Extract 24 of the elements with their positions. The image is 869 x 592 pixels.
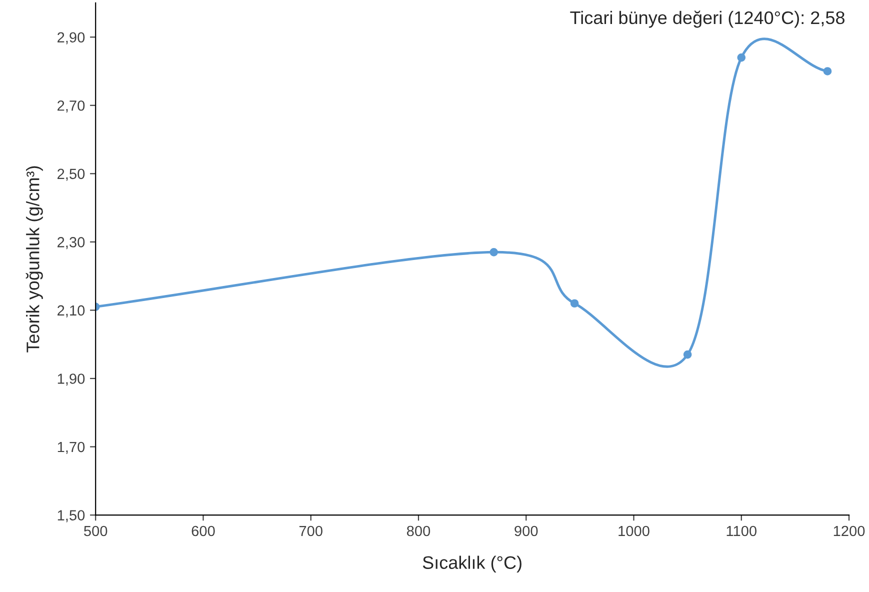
point xyxy=(823,67,832,76)
y-tick-label: 1,50 xyxy=(58,510,85,522)
x-tick-label: 1200 xyxy=(834,526,865,536)
point xyxy=(490,248,498,256)
x-tick-label: 1100 xyxy=(726,526,756,536)
point xyxy=(737,53,746,62)
y-tick-label: 1,90 xyxy=(58,374,85,386)
point xyxy=(683,350,692,359)
x-tick-label: 900 xyxy=(514,526,538,536)
y-tick-label: 2,90 xyxy=(58,32,85,44)
y-tick-label: 2,10 xyxy=(58,305,85,318)
x-tick-label: 700 xyxy=(299,526,322,536)
y-tick-label: 1,70 xyxy=(58,442,85,454)
x-tick-label: 800 xyxy=(406,526,430,536)
y-tick-label: 2,50 xyxy=(58,168,85,181)
point xyxy=(570,299,579,308)
x-tick-label: 1000 xyxy=(618,526,650,536)
annotation: Ticari bünye değeri (1240°C): 2,58 xyxy=(570,10,844,28)
x-tick-label: 500 xyxy=(84,526,108,536)
y-axis-title: Teorik yoğunluk (g/cm³) xyxy=(26,166,43,352)
y-tick-label: 2,70 xyxy=(58,100,85,113)
x-tick-label: 600 xyxy=(192,526,215,536)
y-tick-label: 2,30 xyxy=(58,237,85,250)
x-axis-title: Sıcaklık (°C) xyxy=(422,556,522,573)
